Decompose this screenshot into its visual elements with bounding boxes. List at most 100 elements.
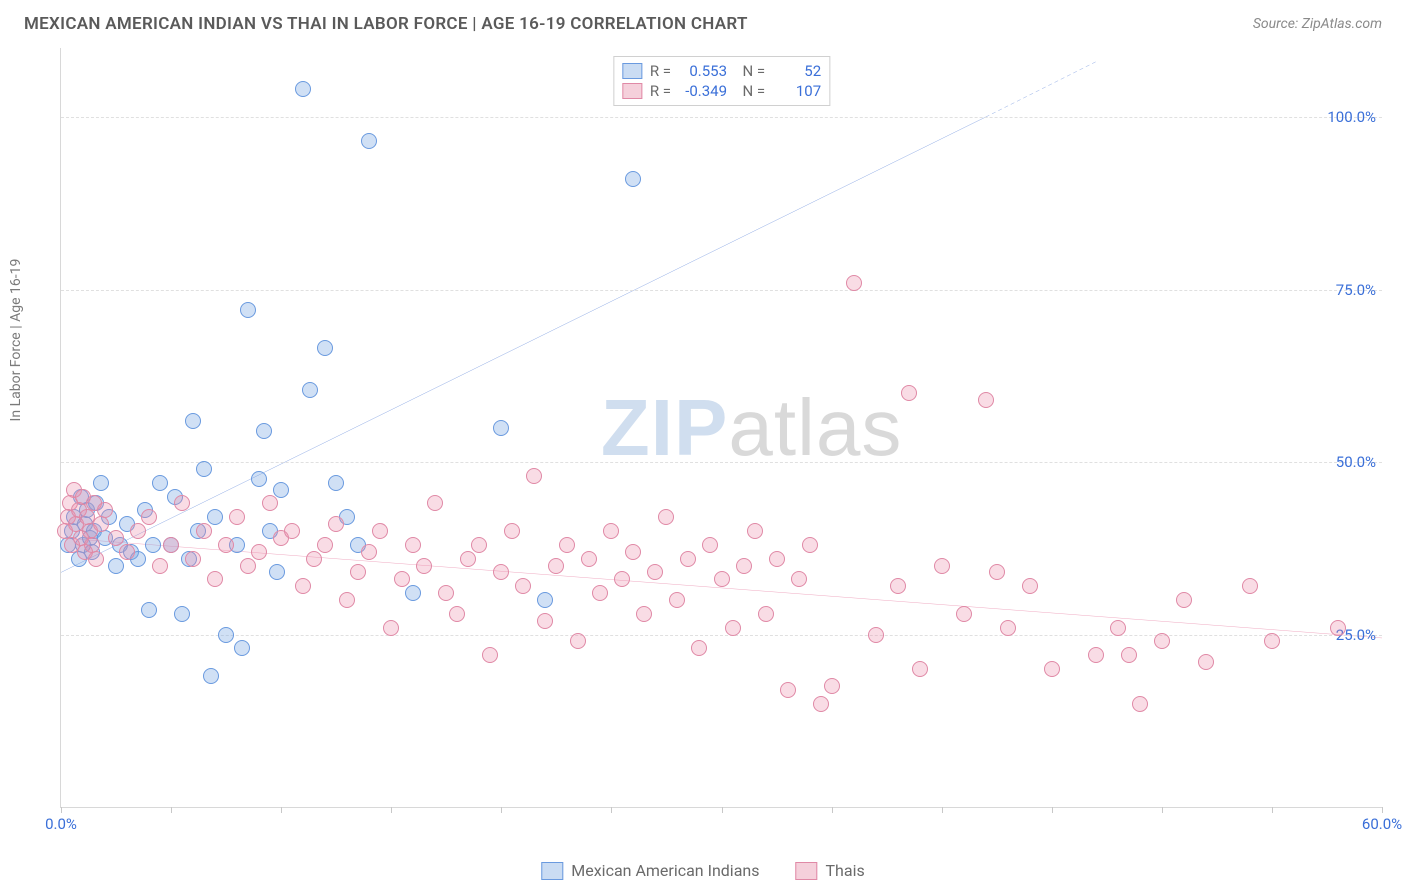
scatter-point bbox=[603, 523, 619, 539]
scatter-point bbox=[207, 571, 223, 587]
scatter-point bbox=[1330, 620, 1346, 636]
scatter-point bbox=[97, 502, 113, 518]
scatter-point bbox=[405, 585, 421, 601]
scatter-point bbox=[152, 475, 168, 491]
scatter-point bbox=[647, 564, 663, 580]
y-axis-label: In Labor Force | Age 16-19 bbox=[8, 259, 24, 422]
scatter-point bbox=[1198, 654, 1214, 670]
scatter-point bbox=[1088, 647, 1104, 663]
legend-n-1: 107 bbox=[773, 82, 821, 100]
gridline-h bbox=[61, 462, 1382, 463]
scatter-point bbox=[145, 537, 161, 553]
scatter-point bbox=[203, 668, 219, 684]
scatter-point bbox=[306, 551, 322, 567]
scatter-point bbox=[240, 558, 256, 574]
scatter-point bbox=[780, 682, 796, 698]
scatter-point bbox=[912, 661, 928, 677]
x-tick-mark bbox=[722, 807, 723, 813]
scatter-point bbox=[824, 678, 840, 694]
scatter-point bbox=[868, 627, 884, 643]
x-tick-mark bbox=[611, 807, 612, 813]
scatter-point bbox=[548, 558, 564, 574]
scatter-point bbox=[691, 640, 707, 656]
scatter-point bbox=[163, 537, 179, 553]
scatter-point bbox=[295, 578, 311, 594]
scatter-point bbox=[328, 475, 344, 491]
scatter-point bbox=[196, 461, 212, 477]
scatter-point bbox=[196, 523, 212, 539]
legend-row-0: R = 0.553 N = 52 bbox=[622, 61, 821, 81]
scatter-point bbox=[317, 537, 333, 553]
scatter-point bbox=[714, 571, 730, 587]
bottom-legend-swatch-1 bbox=[796, 862, 818, 880]
scatter-point bbox=[174, 606, 190, 622]
scatter-point bbox=[846, 275, 862, 291]
scatter-point bbox=[813, 696, 829, 712]
plot-area: ZIPatlas R = 0.553 N = 52 R = -0.349 N =… bbox=[60, 48, 1382, 808]
scatter-point bbox=[581, 551, 597, 567]
y-tick-label: 100.0% bbox=[1327, 108, 1376, 126]
scatter-point bbox=[438, 585, 454, 601]
legend-n-label: N = bbox=[735, 62, 765, 80]
x-tick-mark bbox=[942, 807, 943, 813]
scatter-point bbox=[559, 537, 575, 553]
x-tick-mark bbox=[1272, 807, 1273, 813]
scatter-point bbox=[636, 606, 652, 622]
legend-r-label: R = bbox=[650, 82, 671, 100]
scatter-point bbox=[234, 640, 250, 656]
bottom-legend-label-0: Mexican American Indians bbox=[571, 861, 759, 880]
scatter-point bbox=[989, 564, 1005, 580]
x-tick-mark bbox=[281, 807, 282, 813]
scatter-point bbox=[625, 171, 641, 187]
bottom-legend: Mexican American Indians Thais bbox=[541, 861, 864, 880]
scatter-point bbox=[141, 602, 157, 618]
scatter-point bbox=[240, 302, 256, 318]
scatter-point bbox=[262, 495, 278, 511]
y-tick-label: 50.0% bbox=[1336, 453, 1376, 471]
scatter-point bbox=[747, 523, 763, 539]
scatter-point bbox=[1022, 578, 1038, 594]
x-tick-mark bbox=[501, 807, 502, 813]
scatter-point bbox=[185, 413, 201, 429]
scatter-point bbox=[504, 523, 520, 539]
bottom-legend-swatch-0 bbox=[541, 862, 563, 880]
scatter-point bbox=[372, 523, 388, 539]
scatter-point bbox=[141, 509, 157, 525]
scatter-point bbox=[736, 558, 752, 574]
scatter-point bbox=[526, 468, 542, 484]
legend-n-0: 52 bbox=[773, 62, 821, 80]
scatter-point bbox=[427, 495, 443, 511]
scatter-point bbox=[394, 571, 410, 587]
bottom-legend-item-0: Mexican American Indians bbox=[541, 861, 759, 880]
scatter-point bbox=[658, 509, 674, 525]
scatter-point bbox=[890, 578, 906, 594]
bottom-legend-label-1: Thais bbox=[826, 861, 865, 880]
legend-swatch-1 bbox=[622, 83, 642, 99]
scatter-point bbox=[295, 81, 311, 97]
x-tick-mark bbox=[61, 807, 62, 813]
legend-row-1: R = -0.349 N = 107 bbox=[622, 81, 821, 101]
x-tick-label: 60.0% bbox=[1362, 815, 1402, 833]
scatter-point bbox=[88, 551, 104, 567]
scatter-point bbox=[1110, 620, 1126, 636]
scatter-point bbox=[317, 340, 333, 356]
scatter-point bbox=[537, 592, 553, 608]
scatter-point bbox=[350, 564, 366, 580]
scatter-point bbox=[152, 558, 168, 574]
legend-r-label: R = bbox=[650, 62, 671, 80]
y-tick-label: 75.0% bbox=[1336, 281, 1376, 299]
scatter-point bbox=[625, 544, 641, 560]
scatter-point bbox=[185, 551, 201, 567]
x-tick-mark bbox=[171, 807, 172, 813]
legend-r-0: 0.553 bbox=[679, 62, 727, 80]
x-tick-mark bbox=[391, 807, 392, 813]
scatter-point bbox=[1000, 620, 1016, 636]
scatter-point bbox=[725, 620, 741, 636]
gridline-h bbox=[61, 290, 1382, 291]
scatter-point bbox=[493, 420, 509, 436]
scatter-point bbox=[515, 578, 531, 594]
scatter-point bbox=[339, 592, 355, 608]
scatter-point bbox=[361, 133, 377, 149]
scatter-point bbox=[769, 551, 785, 567]
chart-title: MEXICAN AMERICAN INDIAN VS THAI IN LABOR… bbox=[24, 14, 748, 34]
